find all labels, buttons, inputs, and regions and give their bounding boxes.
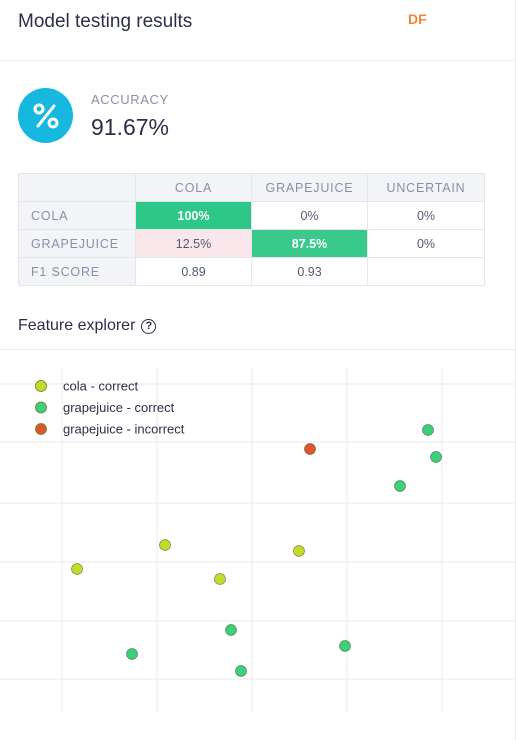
table-cell: 87.5%: [251, 229, 368, 258]
legend-swatch: [35, 401, 47, 414]
column-header-cola: COLA: [135, 173, 252, 202]
scatter-point[interactable]: [430, 451, 442, 463]
scatter-point[interactable]: [339, 640, 351, 652]
percent-icon: [18, 88, 73, 143]
confusion-matrix: COLA GRAPEJUICE UNCERTAIN COLA 100% 0% 0…: [18, 173, 485, 286]
scatter-point[interactable]: [214, 573, 226, 585]
feature-explorer-label: Feature explorer: [18, 317, 136, 334]
df-badge[interactable]: DF: [408, 11, 427, 27]
feature-explorer-plot[interactable]: cola - correct grapejuice - correct grapej…: [0, 350, 516, 740]
legend-label: grapejuice - incorrect: [63, 422, 185, 437]
scatter-point[interactable]: [304, 443, 316, 455]
table-cell: 0.89: [135, 257, 252, 286]
scatter-point[interactable]: [225, 624, 237, 636]
plot-grid: [0, 368, 516, 712]
divider: [0, 349, 516, 350]
scatter-point[interactable]: [235, 665, 247, 677]
row-label-cola: COLA: [18, 201, 136, 230]
table-cell: [367, 257, 485, 286]
scatter-point[interactable]: [126, 648, 138, 660]
legend-swatch: [35, 380, 47, 392]
page-title: Model testing results: [18, 11, 193, 32]
column-header-grapejuice: GRAPEJUICE: [251, 173, 368, 202]
column-header-uncertain: UNCERTAIN: [367, 173, 485, 202]
row-label-grapejuice: GRAPEJUICE: [18, 229, 136, 258]
feature-explorer-title: Feature explorer ?: [18, 317, 157, 335]
percent-glyph: [33, 103, 58, 128]
accuracy-value: 91.67%: [91, 114, 170, 140]
help-circle-icon[interactable]: ?: [141, 318, 157, 334]
table-row: F1 SCORE 0.89 0.93: [18, 257, 485, 286]
plot-points: [71, 424, 442, 677]
table-header-row: COLA GRAPEJUICE UNCERTAIN: [18, 173, 485, 202]
legend-label: grapejuice - correct: [63, 400, 175, 415]
table-cell: 0%: [251, 201, 368, 230]
header: Model testing results DF: [0, 0, 516, 61]
accuracy-label: ACCURACY: [91, 92, 169, 107]
scatter-point[interactable]: [422, 424, 434, 436]
scatter-point[interactable]: [159, 539, 171, 551]
table-row: COLA 100% 0% 0%: [18, 201, 485, 230]
scatter-point[interactable]: [71, 563, 83, 575]
column-header-blank: [18, 173, 136, 202]
table-cell: 12.5%: [135, 229, 252, 258]
table-row: GRAPEJUICE 12.5% 87.5% 0%: [18, 229, 485, 258]
row-label-f1-score: F1 SCORE: [18, 257, 136, 286]
table-cell: 0.93: [251, 257, 368, 286]
table-cell: 0%: [367, 201, 485, 230]
scatter-point[interactable]: [293, 545, 305, 557]
legend-label: cola - correct: [63, 379, 139, 394]
legend-swatch: [35, 423, 47, 435]
table-cell: 100%: [135, 201, 252, 230]
scatter-point[interactable]: [394, 480, 406, 492]
table-cell: 0%: [367, 229, 485, 258]
plot-legend: cola - correct grapejuice - correct grapej…: [35, 379, 185, 437]
